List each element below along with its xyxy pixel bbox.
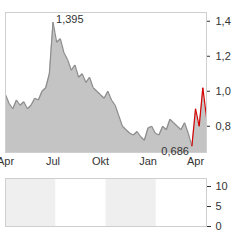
- svg-text:5: 5: [216, 200, 222, 212]
- svg-text:Apr: Apr: [187, 155, 204, 167]
- svg-text:Apr: Apr: [0, 155, 14, 167]
- svg-text:Okt: Okt: [92, 155, 109, 167]
- svg-text:1,0: 1,0: [216, 85, 231, 97]
- svg-text:0,686: 0,686: [161, 145, 189, 157]
- svg-text:1,4: 1,4: [216, 15, 231, 27]
- svg-text:Jan: Jan: [139, 155, 157, 167]
- svg-text:1,2: 1,2: [216, 50, 231, 62]
- svg-text:Jul: Jul: [46, 155, 60, 167]
- svg-text:1,395: 1,395: [56, 13, 84, 25]
- svg-text:0: 0: [216, 220, 222, 230]
- svg-text:0,8: 0,8: [216, 120, 231, 132]
- svg-text:10: 10: [216, 180, 228, 192]
